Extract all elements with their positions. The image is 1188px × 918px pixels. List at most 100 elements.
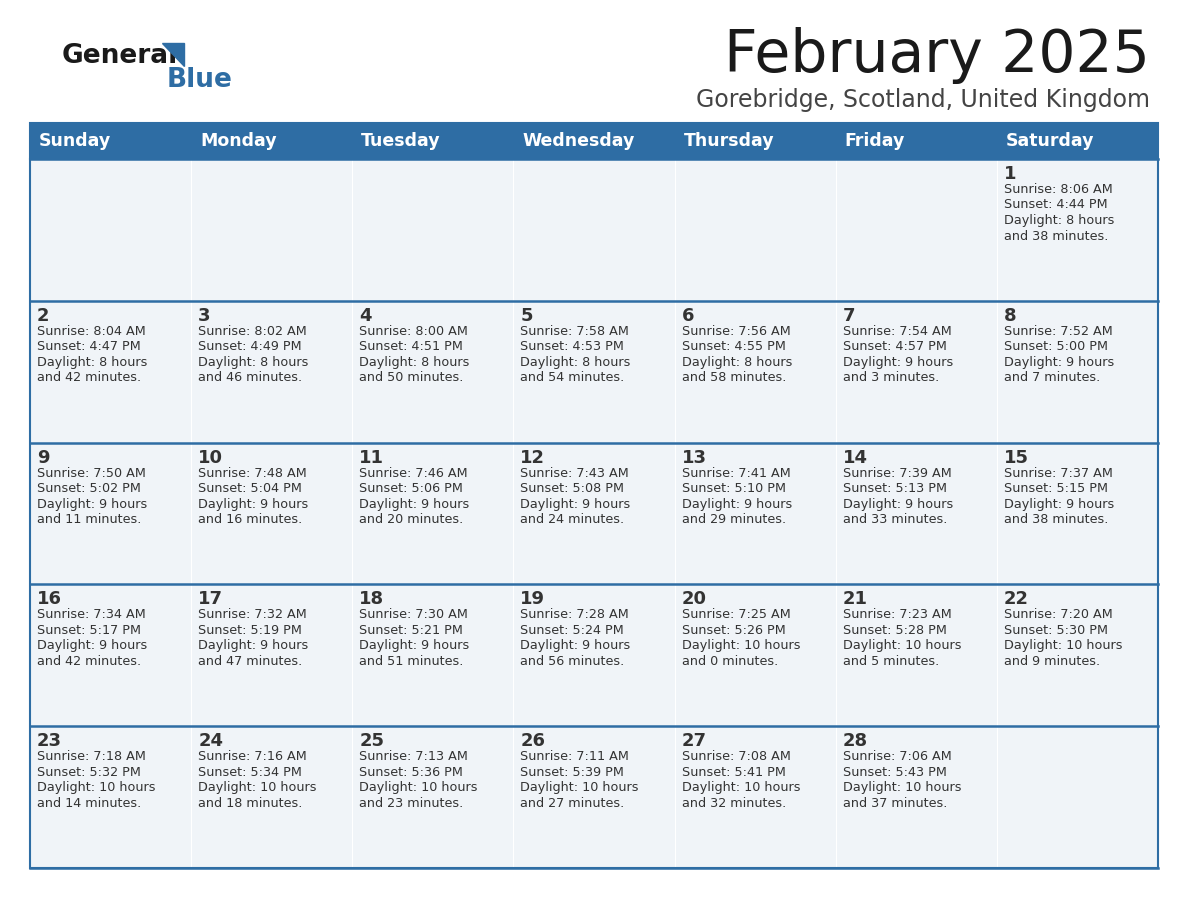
Text: Saturday: Saturday — [1006, 132, 1094, 150]
Text: Daylight: 9 hours: Daylight: 9 hours — [37, 498, 147, 510]
Text: Daylight: 9 hours: Daylight: 9 hours — [359, 640, 469, 653]
Text: Sunrise: 7:06 AM: Sunrise: 7:06 AM — [842, 750, 952, 763]
Text: 27: 27 — [682, 733, 707, 750]
Text: 23: 23 — [37, 733, 62, 750]
Text: 17: 17 — [198, 590, 223, 609]
Text: and 16 minutes.: and 16 minutes. — [198, 513, 303, 526]
Text: Daylight: 8 hours: Daylight: 8 hours — [198, 356, 309, 369]
Text: Sunset: 5:41 PM: Sunset: 5:41 PM — [682, 766, 785, 778]
Text: Daylight: 9 hours: Daylight: 9 hours — [1004, 498, 1114, 510]
Text: Daylight: 8 hours: Daylight: 8 hours — [682, 356, 792, 369]
Text: Sunrise: 8:00 AM: Sunrise: 8:00 AM — [359, 325, 468, 338]
Bar — [353, 442, 513, 585]
Text: 3: 3 — [198, 307, 210, 325]
Bar — [513, 726, 675, 868]
Text: Sunrise: 7:58 AM: Sunrise: 7:58 AM — [520, 325, 630, 338]
Text: Daylight: 10 hours: Daylight: 10 hours — [842, 781, 961, 794]
Text: Sunset: 5:24 PM: Sunset: 5:24 PM — [520, 624, 624, 637]
Text: and 42 minutes.: and 42 minutes. — [37, 655, 141, 668]
Text: 5: 5 — [520, 307, 533, 325]
Text: 9: 9 — [37, 449, 50, 466]
Text: Sunrise: 7:34 AM: Sunrise: 7:34 AM — [37, 609, 146, 621]
Text: Daylight: 9 hours: Daylight: 9 hours — [1004, 356, 1114, 369]
Text: Sunset: 5:15 PM: Sunset: 5:15 PM — [1004, 482, 1108, 495]
Text: Daylight: 10 hours: Daylight: 10 hours — [37, 781, 156, 794]
Text: Sunset: 5:08 PM: Sunset: 5:08 PM — [520, 482, 625, 495]
Text: Daylight: 10 hours: Daylight: 10 hours — [682, 781, 800, 794]
Text: Sunday: Sunday — [39, 132, 112, 150]
Text: and 37 minutes.: and 37 minutes. — [842, 797, 947, 810]
Text: and 42 minutes.: and 42 minutes. — [37, 371, 141, 385]
Bar — [191, 442, 353, 585]
Text: Sunset: 5:21 PM: Sunset: 5:21 PM — [359, 624, 463, 637]
Bar — [513, 585, 675, 726]
Text: Daylight: 9 hours: Daylight: 9 hours — [359, 498, 469, 510]
Text: and 56 minutes.: and 56 minutes. — [520, 655, 625, 668]
Text: 1: 1 — [1004, 165, 1017, 183]
Bar — [30, 442, 191, 585]
Bar — [997, 159, 1158, 301]
Text: Daylight: 9 hours: Daylight: 9 hours — [198, 498, 309, 510]
Bar — [513, 159, 675, 301]
Text: and 18 minutes.: and 18 minutes. — [198, 797, 303, 810]
Text: Daylight: 10 hours: Daylight: 10 hours — [842, 640, 961, 653]
Text: Sunset: 5:43 PM: Sunset: 5:43 PM — [842, 766, 947, 778]
Bar — [997, 726, 1158, 868]
Text: Sunrise: 7:13 AM: Sunrise: 7:13 AM — [359, 750, 468, 763]
Text: Sunrise: 7:11 AM: Sunrise: 7:11 AM — [520, 750, 630, 763]
Text: Daylight: 9 hours: Daylight: 9 hours — [842, 498, 953, 510]
Bar — [675, 159, 835, 301]
Text: Sunrise: 7:23 AM: Sunrise: 7:23 AM — [842, 609, 952, 621]
Text: Sunset: 4:55 PM: Sunset: 4:55 PM — [682, 341, 785, 353]
Text: 16: 16 — [37, 590, 62, 609]
Text: Sunset: 5:28 PM: Sunset: 5:28 PM — [842, 624, 947, 637]
Text: and 29 minutes.: and 29 minutes. — [682, 513, 785, 526]
Text: Sunset: 4:47 PM: Sunset: 4:47 PM — [37, 341, 140, 353]
Bar — [675, 123, 835, 159]
Text: Sunrise: 7:37 AM: Sunrise: 7:37 AM — [1004, 466, 1113, 479]
Text: Sunrise: 7:54 AM: Sunrise: 7:54 AM — [842, 325, 952, 338]
Text: Sunset: 4:53 PM: Sunset: 4:53 PM — [520, 341, 625, 353]
Polygon shape — [162, 43, 184, 66]
Text: Daylight: 9 hours: Daylight: 9 hours — [520, 640, 631, 653]
Text: Sunrise: 7:18 AM: Sunrise: 7:18 AM — [37, 750, 146, 763]
Text: Sunset: 5:13 PM: Sunset: 5:13 PM — [842, 482, 947, 495]
Bar — [30, 123, 1158, 868]
Text: Sunset: 5:19 PM: Sunset: 5:19 PM — [198, 624, 302, 637]
Text: and 46 minutes.: and 46 minutes. — [198, 371, 302, 385]
Bar — [675, 585, 835, 726]
Bar — [513, 301, 675, 442]
Text: Sunrise: 7:46 AM: Sunrise: 7:46 AM — [359, 466, 468, 479]
Bar — [835, 585, 997, 726]
Text: and 23 minutes.: and 23 minutes. — [359, 797, 463, 810]
Text: Sunset: 5:36 PM: Sunset: 5:36 PM — [359, 766, 463, 778]
Text: and 32 minutes.: and 32 minutes. — [682, 797, 785, 810]
Bar — [835, 726, 997, 868]
Bar — [353, 585, 513, 726]
Text: Daylight: 8 hours: Daylight: 8 hours — [520, 356, 631, 369]
Text: 6: 6 — [682, 307, 694, 325]
Bar — [191, 301, 353, 442]
Text: Sunrise: 7:41 AM: Sunrise: 7:41 AM — [682, 466, 790, 479]
Text: Sunrise: 7:28 AM: Sunrise: 7:28 AM — [520, 609, 630, 621]
Text: and 7 minutes.: and 7 minutes. — [1004, 371, 1100, 385]
Text: Sunset: 5:34 PM: Sunset: 5:34 PM — [198, 766, 302, 778]
Bar — [997, 585, 1158, 726]
Text: and 38 minutes.: and 38 minutes. — [1004, 230, 1108, 242]
Text: Sunset: 5:30 PM: Sunset: 5:30 PM — [1004, 624, 1108, 637]
Bar — [191, 726, 353, 868]
Text: Sunrise: 8:04 AM: Sunrise: 8:04 AM — [37, 325, 146, 338]
Text: Sunset: 5:10 PM: Sunset: 5:10 PM — [682, 482, 785, 495]
Text: Daylight: 8 hours: Daylight: 8 hours — [1004, 214, 1114, 227]
Bar — [30, 159, 191, 301]
Text: Sunrise: 7:32 AM: Sunrise: 7:32 AM — [198, 609, 307, 621]
Text: 26: 26 — [520, 733, 545, 750]
Text: Sunset: 5:39 PM: Sunset: 5:39 PM — [520, 766, 625, 778]
Text: and 11 minutes.: and 11 minutes. — [37, 513, 141, 526]
Text: Sunset: 4:49 PM: Sunset: 4:49 PM — [198, 341, 302, 353]
Text: 28: 28 — [842, 733, 868, 750]
Bar — [353, 301, 513, 442]
Bar — [835, 123, 997, 159]
Text: Sunrise: 7:08 AM: Sunrise: 7:08 AM — [682, 750, 790, 763]
Text: Daylight: 10 hours: Daylight: 10 hours — [682, 640, 800, 653]
